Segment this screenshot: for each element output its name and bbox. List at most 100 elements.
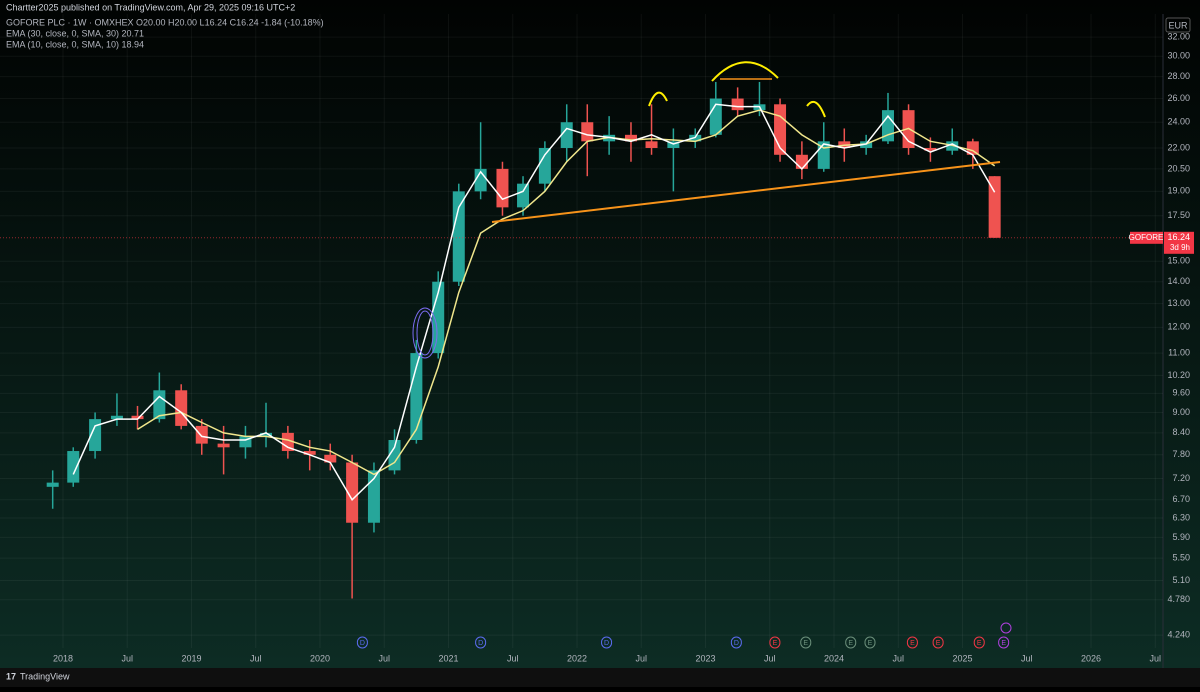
y-tick-label: 32.00 (1167, 31, 1190, 41)
candle-body (89, 419, 102, 452)
ellipse-drawing (416, 310, 434, 356)
ema-line (72, 103, 996, 501)
y-tick-label: 8.40 (1172, 427, 1190, 437)
ema-line (137, 109, 996, 476)
x-tick-label: 2024 (824, 653, 844, 663)
y-tick-label: 26.00 (1167, 93, 1190, 103)
y-tick-label: 10.20 (1167, 370, 1190, 380)
event-label: D (360, 640, 365, 647)
alert-icon (1000, 622, 1012, 634)
candle-body (67, 451, 80, 483)
candle-body (260, 432, 273, 437)
candle-body (324, 454, 337, 463)
candle-body (452, 191, 465, 282)
candle-body (560, 122, 573, 148)
candle-body (239, 436, 252, 448)
candle-body (367, 470, 380, 523)
event-label: E (910, 640, 915, 647)
event-label: E (977, 640, 982, 647)
event-label: D (734, 640, 739, 647)
x-tick-label: Jul (893, 653, 905, 663)
candle-body (281, 432, 294, 452)
candle-body (924, 147, 937, 151)
candle-body (709, 98, 722, 135)
event-badge (800, 636, 812, 649)
event-label: E (868, 640, 873, 647)
y-tick-label: 13.00 (1167, 298, 1190, 308)
footer-bar (0, 668, 1200, 687)
event-badge (998, 636, 1010, 649)
y-tick-label: 5.10 (1172, 575, 1190, 585)
y-tick-label: 19.00 (1167, 186, 1190, 196)
y-tick-label: 17.50 (1167, 210, 1190, 220)
event-badge (932, 636, 944, 649)
y-tick-label: 5.90 (1172, 532, 1190, 542)
y-tick-label: 15.00 (1167, 256, 1190, 266)
publisher: Chartter2025 published on TradingView.co… (6, 2, 295, 12)
event-badge (864, 636, 876, 649)
candle-body (410, 353, 423, 441)
y-tick-label: 11.00 (1168, 347, 1190, 357)
y-tick-label: 9.60 (1172, 388, 1190, 398)
x-tick-label: 2018 (53, 653, 73, 663)
event-badge (845, 636, 857, 649)
candle-body (988, 176, 1001, 238)
currency: EUR (1168, 20, 1188, 30)
candle-body (432, 281, 445, 354)
candle-body (110, 415, 123, 420)
x-tick-label: 2020 (310, 653, 330, 663)
candle-body (581, 122, 594, 142)
candle-body (517, 183, 530, 208)
x-tick-label: Jul (1150, 653, 1162, 663)
candle-body (388, 440, 401, 471)
x-tick-label: 2026 (1081, 653, 1101, 663)
candle-body (346, 462, 359, 523)
head-arc (711, 61, 779, 82)
legend-ema10: EMA (10, close, 0, SMA, 10) 18.94 (6, 39, 144, 49)
y-tick-label: 14.00 (1167, 276, 1190, 286)
candle-body (303, 451, 316, 455)
event-label: E (848, 640, 853, 647)
background (0, 0, 1200, 668)
event-badge (730, 636, 742, 649)
x-tick-label: Jul (250, 653, 262, 663)
x-tick-label: Jul (121, 653, 133, 663)
trendline (491, 161, 1001, 223)
y-tick-label: 5.50 (1172, 553, 1190, 563)
brand-logo: 17 (6, 671, 16, 681)
candle-body (217, 443, 230, 448)
x-tick-label: Jul (1021, 653, 1033, 663)
event-label: D (478, 640, 483, 647)
candle-body (538, 147, 551, 184)
y-tick-label: 12.00 (1167, 322, 1190, 332)
event-badge (973, 636, 985, 649)
candle-body (966, 141, 979, 155)
x-tick-label: 2022 (567, 653, 587, 663)
event-label: E (1001, 640, 1006, 647)
x-tick-label: 2021 (438, 653, 458, 663)
y-tick-label: 22.00 (1167, 142, 1190, 152)
y-tick-label: 6.30 (1172, 512, 1190, 522)
event-badge (601, 636, 613, 649)
event-label: E (773, 640, 778, 647)
event-badge (356, 636, 368, 649)
x-tick-label: 2023 (695, 653, 715, 663)
candle-body (645, 141, 658, 148)
x-tick-label: Jul (764, 653, 776, 663)
shoulder-arc (648, 91, 668, 107)
currency-box[interactable] (1165, 17, 1191, 33)
y-tick-label: 30.00 (1167, 51, 1190, 61)
x-tick-label: Jul (507, 653, 519, 663)
y-tick-label: 4.780 (1167, 594, 1190, 604)
candle-body (131, 415, 144, 420)
ellipse-drawing (412, 307, 438, 359)
y-tick-label: 9.00 (1172, 407, 1190, 417)
event-label: E (803, 640, 808, 647)
shoulder-arc (806, 100, 826, 118)
candle-body (496, 168, 509, 208)
event-badge (769, 636, 781, 649)
candle-body (175, 390, 188, 426)
y-tick-label: 4.240 (1167, 630, 1190, 640)
